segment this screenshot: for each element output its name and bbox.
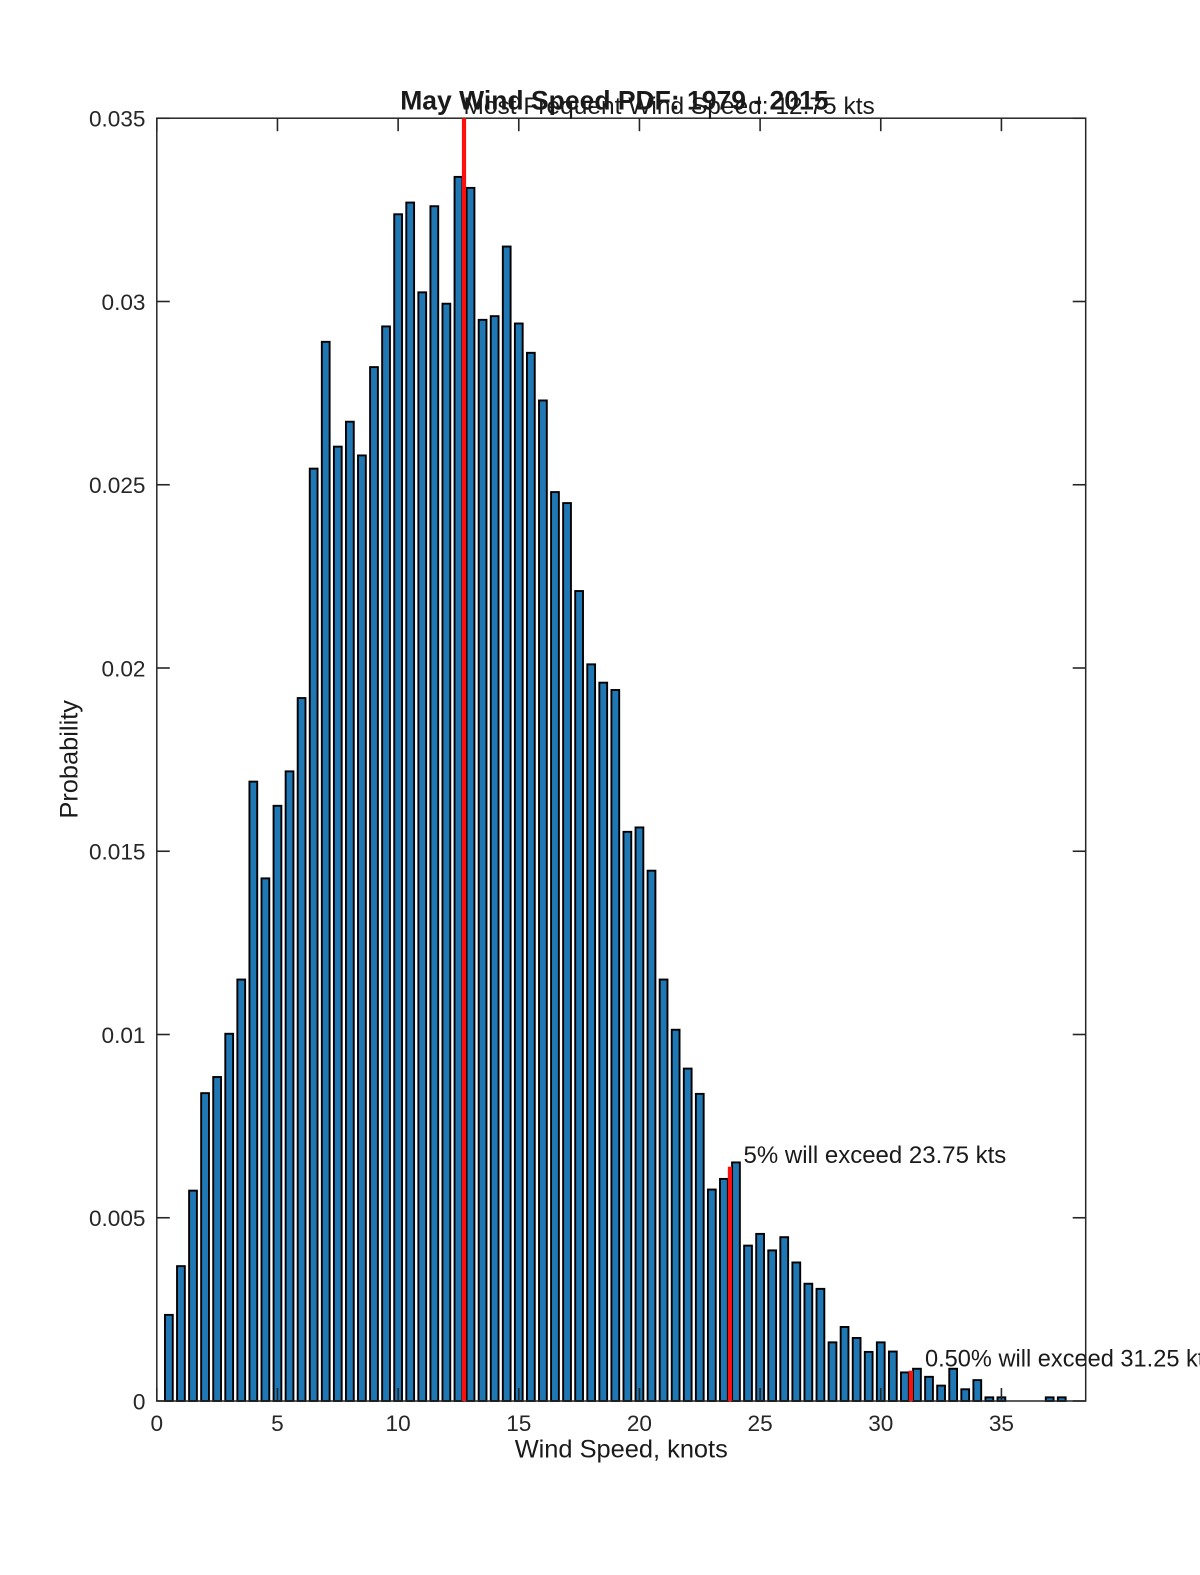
svg-text:35: 35 [989,1411,1014,1436]
svg-text:0.005: 0.005 [89,1206,146,1231]
svg-text:0.01: 0.01 [102,1023,146,1048]
svg-text:Wind Speed, knots: Wind Speed, knots [515,1436,728,1464]
svg-text:Probability: Probability [56,700,84,819]
svg-text:20: 20 [627,1411,652,1436]
svg-text:5: 5 [271,1411,284,1436]
svg-text:0.035: 0.035 [89,107,146,132]
svg-text:0.50% will exceed 31.25 kts: 0.50% will exceed 31.25 kts [925,1347,1200,1373]
svg-text:0: 0 [151,1411,164,1436]
svg-text:0.015: 0.015 [89,840,146,865]
svg-text:May Wind Speed PDF: 1979 - 201: May Wind Speed PDF: 1979 - 2015 [400,86,828,116]
svg-text:25: 25 [748,1411,773,1436]
svg-text:0.02: 0.02 [102,656,146,681]
svg-text:0.03: 0.03 [102,290,146,315]
svg-text:10: 10 [386,1411,411,1436]
svg-text:Most Frequent Wind Speed: 12.7: Most Frequent Wind Speed: 12.75 kts [464,93,875,120]
svg-text:0.025: 0.025 [89,473,146,498]
svg-text:0: 0 [133,1389,146,1414]
svg-text:15: 15 [506,1411,531,1436]
svg-text:30: 30 [868,1411,893,1436]
svg-text:5% will exceed 23.75 kts: 5% will exceed 23.75 kts [744,1142,1007,1169]
